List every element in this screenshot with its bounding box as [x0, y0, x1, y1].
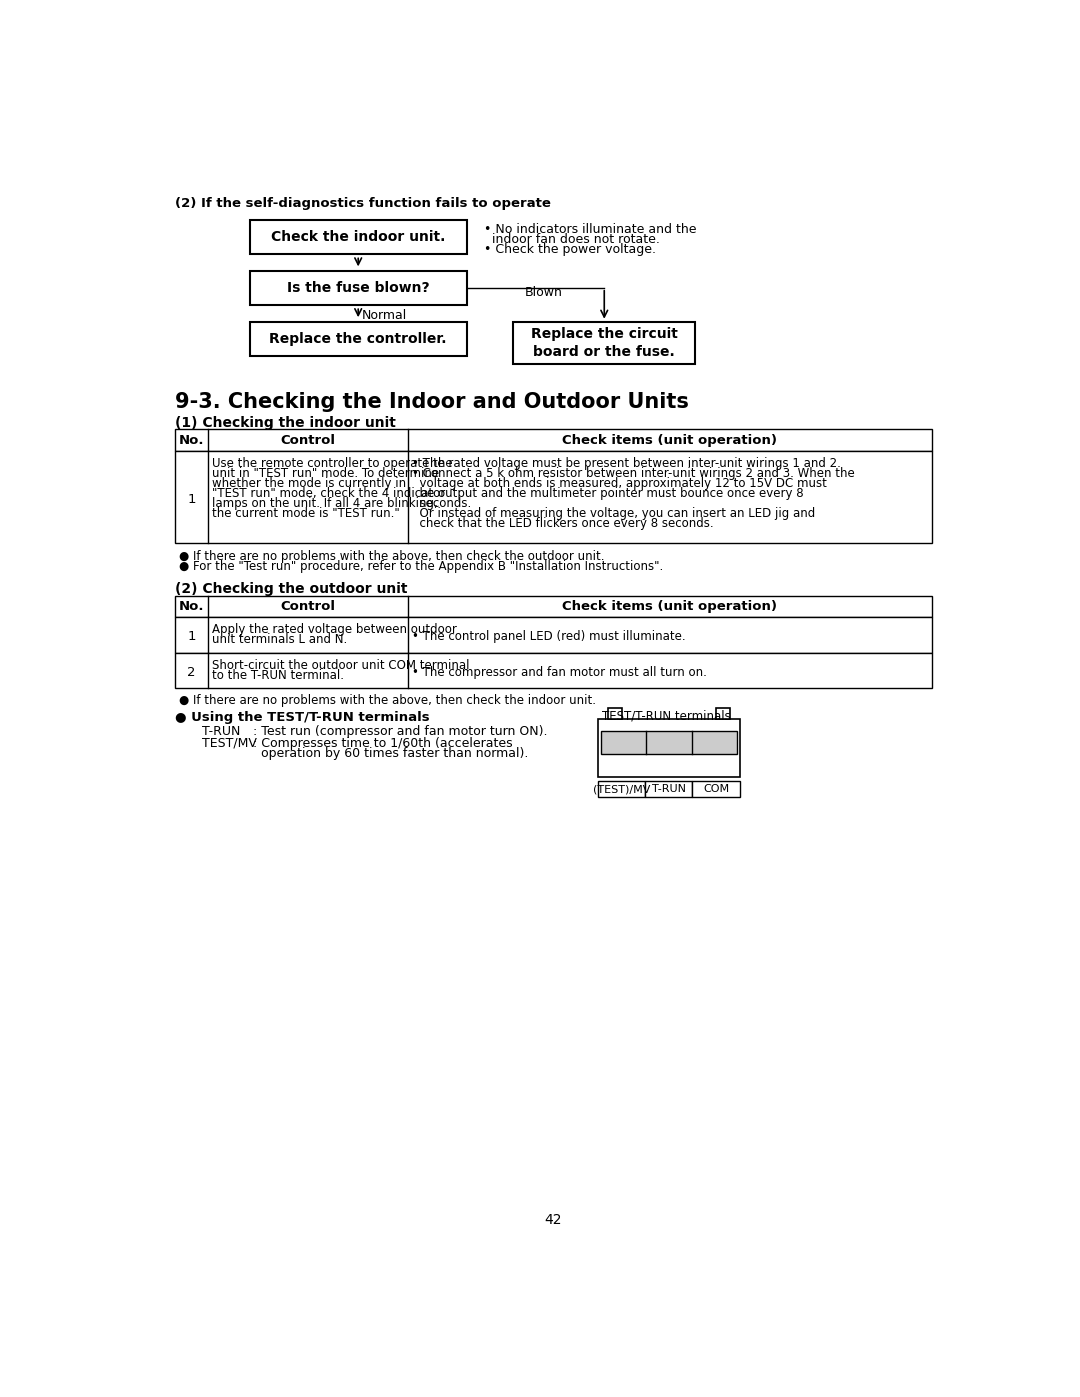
Text: (2) If the self-diagnostics function fails to operate: (2) If the self-diagnostics function fai…: [175, 197, 551, 210]
Text: Blown: Blown: [524, 286, 563, 299]
Text: indoor fan does not rotate.: indoor fan does not rotate.: [484, 233, 660, 246]
Text: Control: Control: [281, 434, 335, 447]
Text: (2) Checking the outdoor unit: (2) Checking the outdoor unit: [175, 583, 408, 597]
Text: Check the indoor unit.: Check the indoor unit.: [271, 231, 445, 244]
Bar: [249, 271, 467, 305]
Text: 2: 2: [187, 666, 195, 679]
Text: "TEST run" mode, check the 4 indicator: "TEST run" mode, check the 4 indicator: [212, 488, 445, 500]
Text: Check items (unit operation): Check items (unit operation): [563, 601, 778, 613]
Bar: [249, 219, 467, 254]
Text: whether the mode is currently in: whether the mode is currently in: [212, 478, 406, 490]
Text: ● If there are no problems with the above, then check the outdoor unit.: ● If there are no problems with the abov…: [179, 549, 605, 563]
Text: • The compressor and fan motor must all turn on.: • The compressor and fan motor must all …: [411, 666, 706, 679]
Bar: [175, 595, 932, 617]
Bar: [598, 781, 646, 796]
Text: • Check the power voltage.: • Check the power voltage.: [484, 243, 656, 256]
Text: Normal: Normal: [362, 309, 407, 323]
Text: unit terminals L and N.: unit terminals L and N.: [212, 633, 347, 647]
Bar: [608, 708, 622, 719]
Text: voltage at both ends is measured, approximately 12 to 15V DC must: voltage at both ends is measured, approx…: [411, 478, 826, 490]
Text: check that the LED flickers once every 8 seconds.: check that the LED flickers once every 8…: [411, 517, 713, 531]
Bar: [600, 731, 738, 754]
Text: 42: 42: [544, 1213, 563, 1227]
Text: the current mode is "TEST run.": the current mode is "TEST run.": [212, 507, 400, 520]
Bar: [249, 321, 467, 355]
Bar: [692, 781, 740, 796]
Bar: [175, 652, 932, 689]
Bar: [175, 429, 932, 451]
Text: Is the fuse blown?: Is the fuse blown?: [287, 281, 430, 295]
Text: T-RUN: T-RUN: [202, 725, 241, 738]
Text: ● Using the TEST/T-RUN terminals: ● Using the TEST/T-RUN terminals: [175, 711, 430, 724]
Text: COM: COM: [703, 784, 729, 795]
Text: 1: 1: [187, 630, 195, 644]
Bar: [175, 451, 932, 543]
Text: No.: No.: [179, 434, 204, 447]
Text: : Compresses time to 1/60th (accelerates: : Compresses time to 1/60th (accelerates: [253, 736, 512, 750]
Bar: [646, 781, 692, 796]
Text: seconds.: seconds.: [411, 497, 471, 510]
Text: Or instead of measuring the voltage, you can insert an LED jig and: Or instead of measuring the voltage, you…: [411, 507, 815, 520]
Text: T-RUN: T-RUN: [652, 784, 686, 795]
Text: to the T-RUN terminal.: to the T-RUN terminal.: [212, 669, 343, 682]
Text: Control: Control: [281, 601, 335, 613]
Text: : Test run (compressor and fan motor turn ON).: : Test run (compressor and fan motor tur…: [253, 725, 548, 738]
Text: be output and the multimeter pointer must bounce once every 8: be output and the multimeter pointer mus…: [411, 488, 804, 500]
Text: Use the remote controller to operate the: Use the remote controller to operate the: [212, 457, 453, 471]
Text: ● For the "Test run" procedure, refer to the Appendix B "Installation Instructio: ● For the "Test run" procedure, refer to…: [179, 560, 663, 573]
Text: No.: No.: [179, 601, 204, 613]
Text: ● If there are no problems with the above, then check the indoor unit.: ● If there are no problems with the abov…: [179, 694, 596, 707]
Text: Replace the controller.: Replace the controller.: [269, 331, 447, 345]
Bar: [513, 321, 696, 365]
Bar: [175, 617, 932, 652]
Text: Replace the circuit
board or the fuse.: Replace the circuit board or the fuse.: [531, 327, 678, 359]
Text: (1) Checking the indoor unit: (1) Checking the indoor unit: [175, 415, 396, 430]
Bar: [716, 708, 730, 719]
Text: • The control panel LED (red) must illuminate.: • The control panel LED (red) must illum…: [411, 630, 686, 644]
Text: (TEST)/MV: (TEST)/MV: [593, 784, 650, 795]
Text: Short-circuit the outdoor unit COM terminal: Short-circuit the outdoor unit COM termi…: [212, 659, 469, 672]
Text: 9-3. Checking the Indoor and Outdoor Units: 9-3. Checking the Indoor and Outdoor Uni…: [175, 393, 689, 412]
Text: unit in "TEST run" mode. To determine: unit in "TEST run" mode. To determine: [212, 467, 438, 481]
Text: TEST/T-RUN terminals: TEST/T-RUN terminals: [603, 710, 731, 722]
Text: TEST/MV: TEST/MV: [202, 736, 257, 750]
Bar: [598, 719, 740, 778]
Text: operation by 60 times faster than normal).: operation by 60 times faster than normal…: [253, 746, 528, 760]
Text: Apply the rated voltage between outdoor: Apply the rated voltage between outdoor: [212, 623, 457, 637]
Text: • No indicators illuminate and the: • No indicators illuminate and the: [484, 224, 697, 236]
Text: • The rated voltage must be present between inter-unit wirings 1 and 2.: • The rated voltage must be present betw…: [411, 457, 840, 471]
Text: • Connect a 5 k ohm resistor between inter-unit wirings 2 and 3. When the: • Connect a 5 k ohm resistor between int…: [411, 467, 854, 481]
Text: lamps on the unit. If all 4 are blinking,: lamps on the unit. If all 4 are blinking…: [212, 497, 437, 510]
Text: Check items (unit operation): Check items (unit operation): [563, 434, 778, 447]
Text: 1: 1: [187, 493, 195, 506]
